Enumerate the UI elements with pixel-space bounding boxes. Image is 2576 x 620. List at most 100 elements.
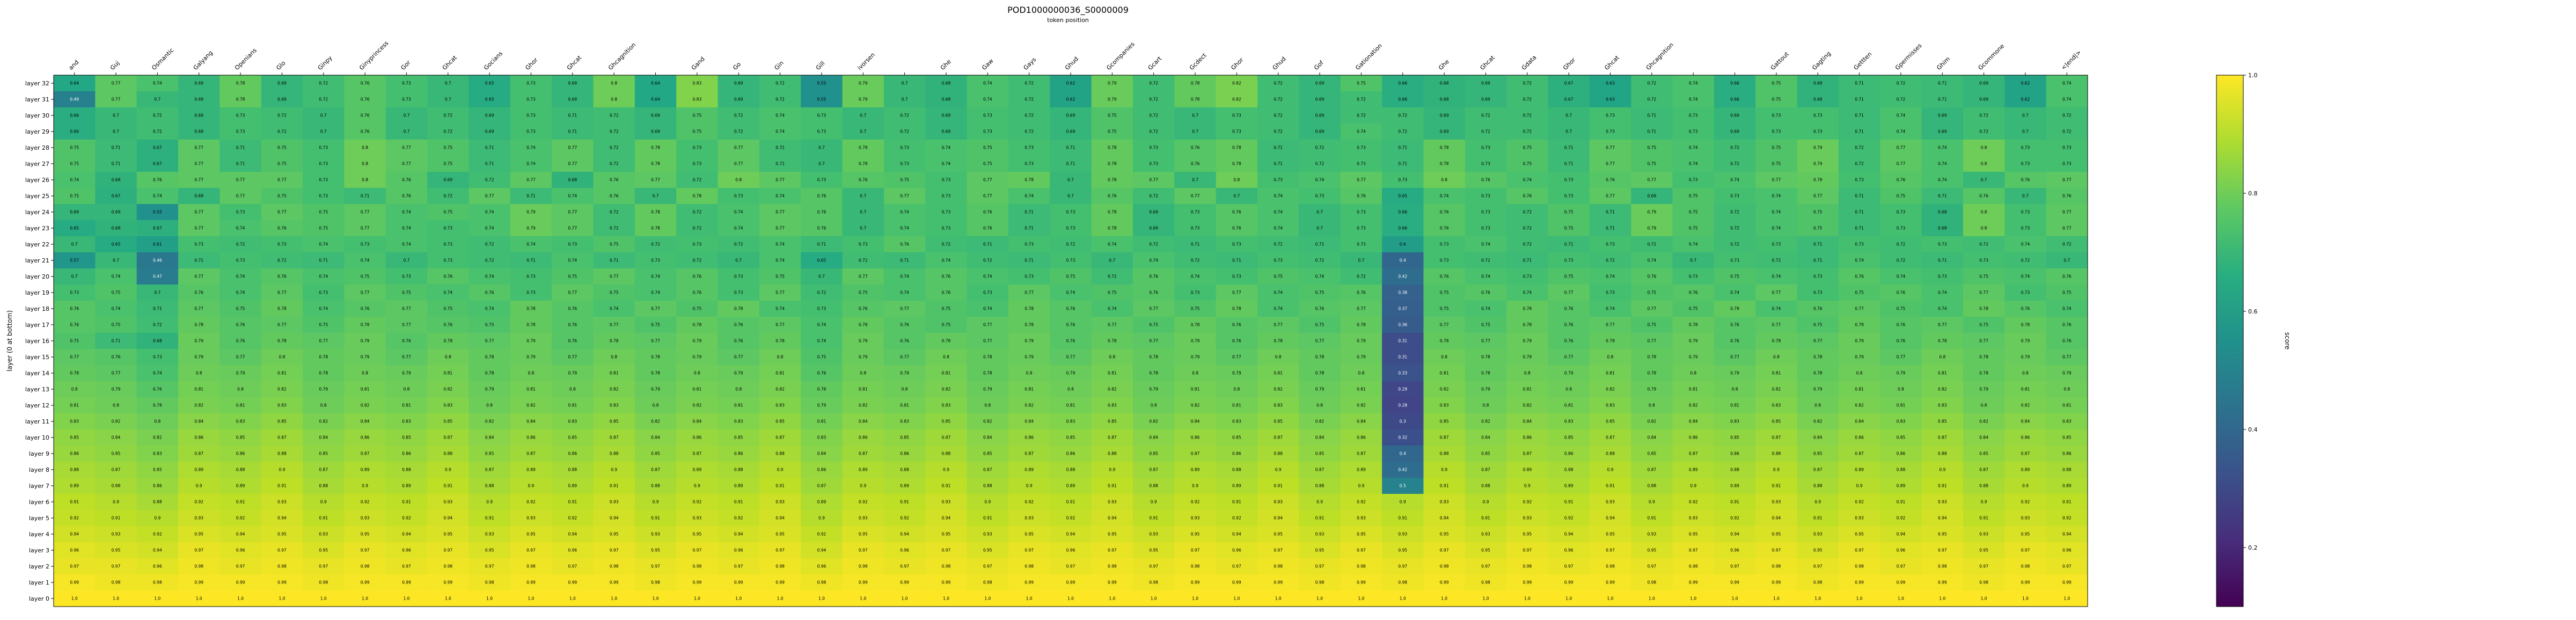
cell-value-label: 0.76 <box>236 323 245 327</box>
cell-value-label: 0.92 <box>1024 500 1034 505</box>
cell-value-label: 0.97 <box>1108 548 1117 553</box>
cell-value-label: 0.83 <box>568 419 577 424</box>
cell-value-label: 0.82 <box>1149 419 1158 424</box>
cell-value-label: 0.93 <box>361 516 370 521</box>
heatmap-cell <box>1672 156 1715 172</box>
cell-value-label: 0.75 <box>1108 113 1117 118</box>
cell-value-label: 0.88 <box>1813 484 1823 488</box>
cell-value-label: 0.8 <box>943 355 949 360</box>
cell-value-label: 0.97 <box>1855 548 1864 553</box>
heatmap-cell <box>1589 252 1631 269</box>
cell-value-label: 0.84 <box>361 419 370 424</box>
cell-value-label: 0.77 <box>361 210 370 215</box>
cell-value-label: 0.74 <box>1108 242 1117 247</box>
heatmap-cell <box>1174 268 1217 285</box>
cell-value-label: 0.74 <box>2062 97 2072 102</box>
cell-value-label: 0.73 <box>526 97 536 102</box>
cell-value-label: 0.8 <box>1109 355 1115 360</box>
cell-value-label: 0.79 <box>1108 81 1117 86</box>
cell-value-label: 0.74 <box>1772 274 1781 279</box>
heatmap-cell <box>925 220 968 237</box>
cell-value-label: 0.93 <box>319 532 328 537</box>
x-tick-label: Gattout <box>1769 50 1790 71</box>
cell-value-label: 0.31 <box>1398 355 1407 360</box>
cell-value-label: 0.82 <box>2021 403 2030 408</box>
heatmap-cell <box>219 156 262 172</box>
cell-value-label: 0.72 <box>1648 242 1657 247</box>
cell-value-label: 0.73 <box>1232 113 1241 118</box>
heatmap-cell <box>1838 156 1880 172</box>
heatmap-cell <box>2046 188 2088 205</box>
cell-value-label: 0.82 <box>1315 419 1324 424</box>
cell-value-label: 0.86 <box>1855 435 1864 440</box>
cell-value-label: 0.73 <box>1232 129 1241 134</box>
cell-value-label: 0.69 <box>1730 113 1739 118</box>
cell-value-label: 0.76 <box>1149 290 1158 295</box>
cell-value-label: 0.76 <box>1232 323 1241 327</box>
heatmap-cell <box>1880 75 1922 92</box>
cell-value-label: 0.89 <box>2021 468 2030 472</box>
cell-value-label: 0.78 <box>1274 339 1283 344</box>
heatmap-cell <box>1921 123 1964 140</box>
cell-value-label: 0.69 <box>1315 129 1324 134</box>
cell-value-label: 0.71 <box>361 194 370 199</box>
cell-value-label: 0.73 <box>1357 145 1366 150</box>
heatmap-cell <box>261 236 303 253</box>
cell-value-label: 0.87 <box>1108 435 1117 440</box>
y-tick-label: layer 9 <box>29 450 49 457</box>
cell-value-label: 0.99 <box>1730 580 1739 585</box>
cell-value-label: 0.98 <box>526 564 536 569</box>
cell-value-label: 1.0 <box>1151 596 1157 601</box>
cell-value-label: 0.76 <box>1564 307 1574 311</box>
cell-value-label: 0.78 <box>1024 178 1034 183</box>
cell-value-label: 0.95 <box>1274 532 1283 537</box>
cell-value-label: 0.85 <box>1772 419 1781 424</box>
cell-value-label: 0.96 <box>1897 548 1906 553</box>
heatmap-cell <box>1382 123 1424 140</box>
cell-value-label: 0.95 <box>1481 548 1490 553</box>
cell-value-label: 0.76 <box>1191 162 1200 166</box>
heatmap-cell <box>1257 123 1299 140</box>
cell-value-label: 0.73 <box>194 242 203 247</box>
cell-value-label: 0.96 <box>568 548 577 553</box>
heatmap-cell <box>1797 75 1839 92</box>
cell-value-label: 0.8 <box>1151 403 1157 408</box>
heatmap-cell <box>1299 91 1341 108</box>
cell-value-label: 0.85 <box>1979 451 1988 456</box>
cell-value-label: 0.69 <box>485 129 494 134</box>
cell-value-label: 0.98 <box>610 564 619 569</box>
heatmap-cell <box>2046 107 2088 124</box>
x-tick-label: Ghcat <box>566 54 583 71</box>
cell-value-label: 0.72 <box>443 113 452 118</box>
heatmap-cell <box>718 156 760 172</box>
cell-value-label: 0.74 <box>1523 178 1532 183</box>
cell-value-label: 0.79 <box>1024 339 1034 344</box>
cell-value-label: 0.74 <box>1606 307 1615 311</box>
heatmap-cell <box>1589 107 1631 124</box>
cell-value-label: 1.0 <box>445 596 451 601</box>
cell-value-label: 0.8 <box>1358 371 1364 376</box>
cell-value-label: 0.97 <box>2021 548 2030 553</box>
cell-value-label: 0.99 <box>610 580 619 585</box>
heatmap-cell <box>427 91 469 108</box>
heatmap-cell <box>1465 91 1507 108</box>
cell-value-label: 1.0 <box>735 596 742 601</box>
cell-value-label: 0.62 <box>1066 81 1075 86</box>
cell-value-label: 0.76 <box>153 178 162 183</box>
heatmap-cell <box>1880 172 1922 188</box>
heatmap-cell <box>510 156 552 172</box>
cell-value-label: 0.87 <box>1440 435 1449 440</box>
heatmap-cell <box>967 156 1009 172</box>
cell-value-label: 0.77 <box>402 323 411 327</box>
cell-value-label: 0.73 <box>236 129 245 134</box>
heatmap-cell <box>510 252 552 269</box>
cell-value-label: 0.97 <box>1149 564 1158 569</box>
cell-value-label: 0.74 <box>485 210 494 215</box>
cell-value-label: 0.72 <box>1523 113 1532 118</box>
cell-value-label: 0.72 <box>2062 113 2072 118</box>
cell-value-label: 0.97 <box>1481 564 1490 569</box>
cell-value-label: 0.73 <box>1024 145 1034 150</box>
cell-value-label: 0.88 <box>1440 451 1449 456</box>
cell-value-label: 0.7 <box>403 113 409 118</box>
heatmap-cell <box>1714 140 1756 156</box>
